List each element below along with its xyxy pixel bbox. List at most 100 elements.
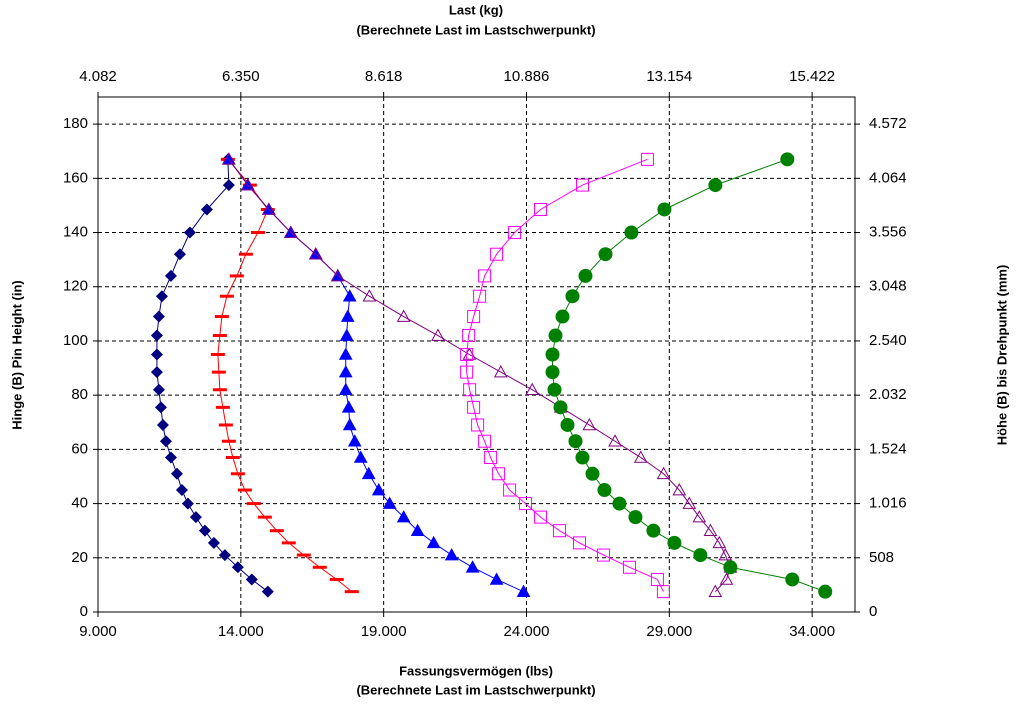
x-tick-label: 19.000 (361, 623, 407, 640)
marker (672, 482, 687, 496)
marker (245, 573, 258, 586)
marker (308, 247, 323, 260)
marker (578, 268, 593, 283)
marker (460, 365, 474, 379)
x2-tick-label: 8.618 (365, 68, 403, 85)
marker (340, 309, 355, 322)
marker (189, 511, 202, 524)
marker (708, 584, 723, 597)
marker (484, 451, 498, 464)
x2-tick-label: 13.154 (646, 68, 692, 85)
y2-tick-label: 4.064 (869, 169, 907, 186)
marker (624, 225, 639, 240)
marker (175, 484, 188, 497)
marker (361, 466, 376, 480)
series-line (217, 159, 353, 593)
chart-title: Last (kg) (449, 2, 503, 17)
x-tick-label: 9.000 (79, 623, 117, 640)
marker (525, 382, 540, 396)
marker (575, 178, 589, 192)
marker (222, 179, 235, 192)
marker (682, 496, 697, 509)
series-line (228, 159, 731, 593)
marker (667, 535, 682, 550)
marker (516, 584, 531, 597)
marker (347, 434, 362, 447)
marker (338, 382, 353, 396)
x-tick-label: 24.000 (504, 623, 550, 640)
marker (490, 247, 504, 261)
marker (155, 290, 168, 303)
series-line (466, 158, 664, 592)
marker (222, 152, 236, 165)
marker (478, 269, 492, 283)
marker (150, 366, 163, 379)
marker (338, 347, 353, 360)
y-tick-label: 180 (63, 115, 88, 132)
y-tick-label: 20 (71, 549, 88, 566)
marker (508, 226, 522, 240)
marker (492, 467, 506, 481)
marker (693, 548, 708, 563)
marker (553, 400, 568, 415)
marker (342, 417, 357, 431)
marker (371, 482, 386, 496)
marker (152, 310, 165, 323)
marker (261, 202, 276, 215)
y-tick-label: 160 (63, 169, 88, 186)
marker (692, 510, 707, 523)
marker (183, 226, 196, 239)
y2-axis-title: Höhe (B) bis Drehpunkt (mm) (994, 265, 1009, 446)
marker (640, 152, 654, 166)
marker (173, 248, 186, 261)
marker (154, 401, 167, 414)
x-axis-subtitle: (Berechnete Last im Lastschwerpunkt) (356, 682, 595, 697)
marker (382, 496, 397, 509)
marker (703, 523, 718, 536)
marker (150, 329, 163, 342)
marker (489, 572, 504, 585)
marker (478, 434, 492, 448)
marker (608, 434, 622, 447)
marker (463, 383, 477, 397)
y-tick-label: 80 (71, 386, 88, 403)
marker (646, 523, 661, 538)
marker (462, 329, 476, 343)
marker (534, 202, 548, 216)
series-line (552, 158, 826, 593)
marker (342, 289, 357, 302)
marker (622, 560, 636, 574)
marker (467, 400, 481, 414)
y2-tick-label: 1.016 (869, 495, 907, 512)
marker (341, 400, 356, 413)
marker (545, 347, 560, 362)
marker (150, 348, 163, 361)
marker (572, 536, 586, 550)
chart-subtitle: (Berechnete Last im Lastschwerpunkt) (356, 22, 595, 37)
marker (240, 178, 255, 191)
marker (396, 309, 411, 322)
x2-tick-label: 15.422 (789, 68, 835, 85)
marker (410, 523, 425, 536)
marker (628, 510, 643, 525)
marker (444, 548, 459, 561)
y2-tick-label: 2.540 (869, 332, 907, 349)
marker (818, 584, 833, 599)
marker (555, 309, 570, 324)
marker (547, 382, 562, 397)
marker (780, 152, 795, 167)
marker (207, 536, 220, 549)
marker (431, 328, 445, 341)
marker (723, 560, 738, 575)
x2-tick-label: 4.082 (79, 68, 117, 85)
marker (473, 289, 487, 303)
marker (545, 365, 560, 380)
y-tick-label: 60 (71, 440, 88, 457)
marker (596, 548, 610, 562)
marker (218, 549, 231, 562)
marker (460, 348, 474, 361)
marker (467, 310, 481, 324)
y2-tick-label: 3.556 (869, 223, 907, 240)
plot-frame (97, 96, 856, 613)
y2-tick-label: 0 (869, 603, 877, 620)
